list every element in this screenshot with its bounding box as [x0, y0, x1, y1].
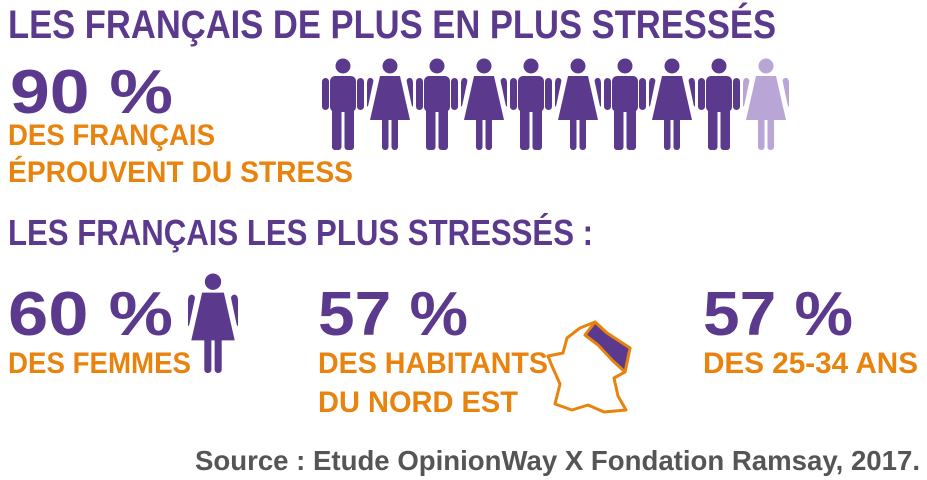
title: LES FRANÇAIS DE PLUS EN PLUS STRESSÉS: [8, 2, 776, 47]
stat-line: DES 25-34 ANS: [703, 347, 918, 380]
main-stat-value: 90 %: [10, 58, 173, 127]
stat-value: 60 %: [8, 280, 173, 349]
stat-line: DES HABITANTS: [318, 347, 548, 380]
main-stat-line: DES FRANÇAIS: [8, 119, 215, 152]
people-icons: [322, 58, 789, 150]
stat-value: 57 %: [703, 280, 853, 349]
stat-value: 57 %: [318, 280, 468, 349]
main-stat-line: ÉPROUVENT DU STRESS: [8, 155, 353, 189]
stat-line: DES FEMMES: [8, 347, 191, 380]
source: Source : Etude OpinionWay X Fondation Ra…: [195, 445, 920, 476]
stat-line: DU NORD EST: [318, 386, 518, 419]
woman-icon: [188, 273, 238, 373]
subtitle: LES FRANÇAIS LES PLUS STRESSÉS :: [8, 212, 593, 253]
france-map: [546, 320, 632, 414]
